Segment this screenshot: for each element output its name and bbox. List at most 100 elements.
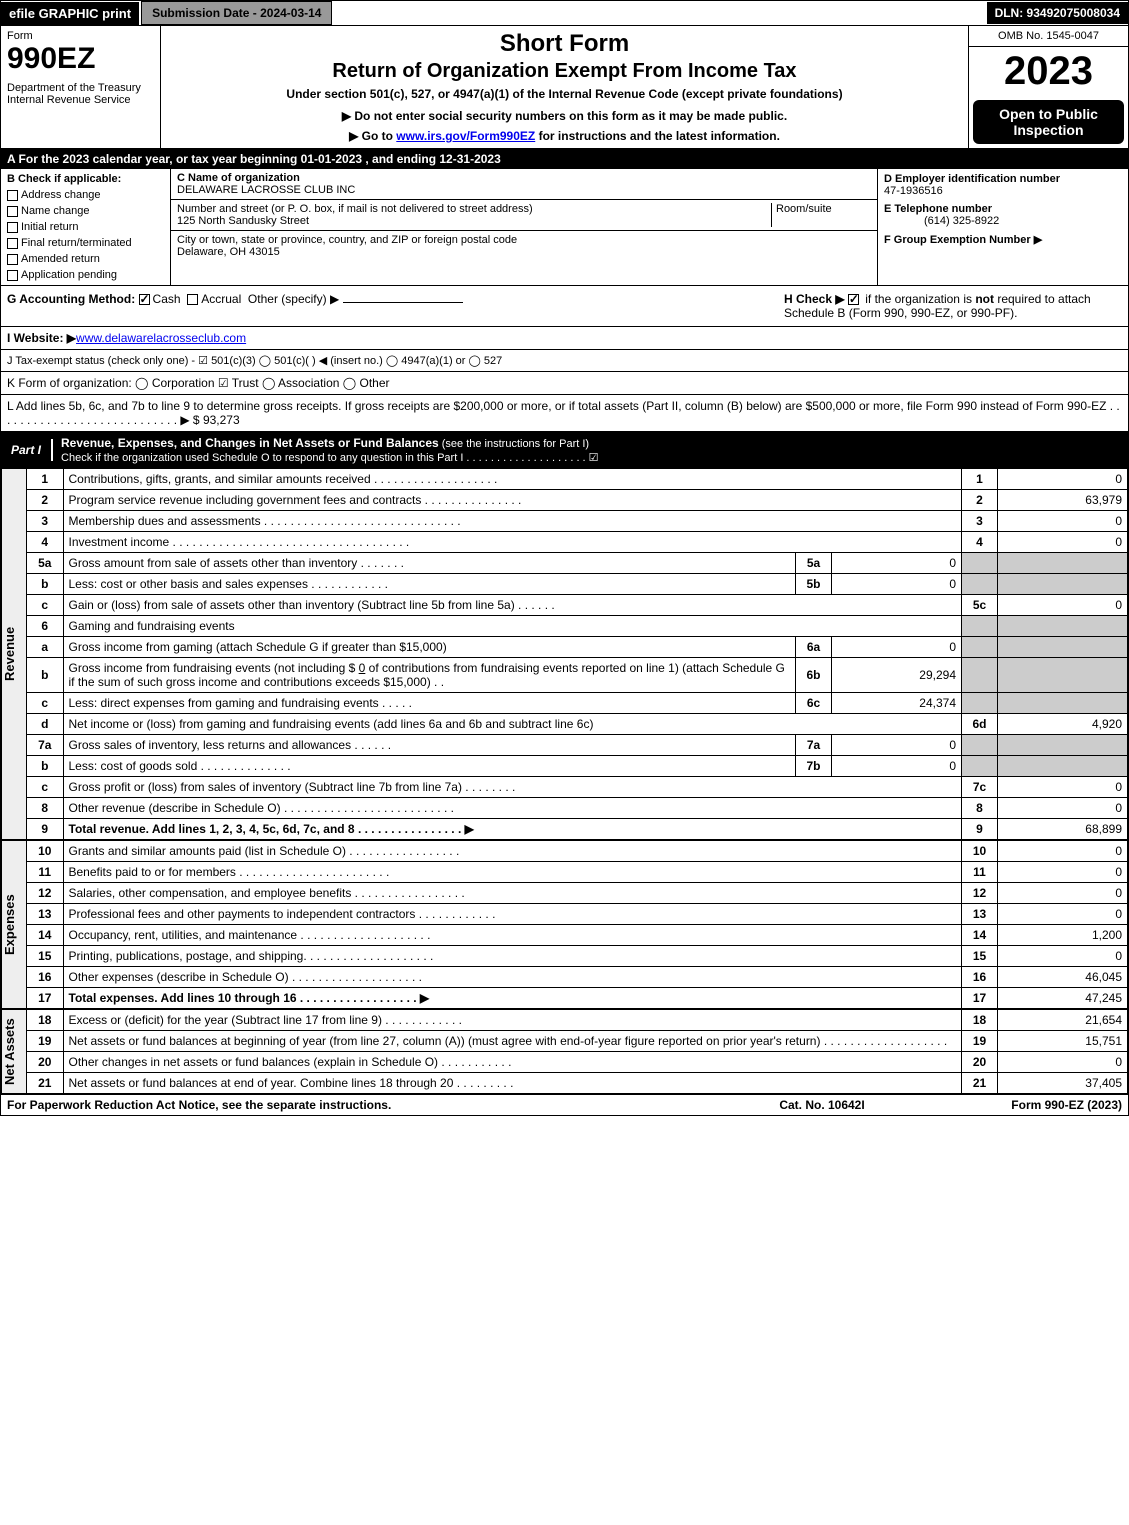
line-10: 10Grants and similar amounts paid (list …	[27, 841, 1128, 862]
dln-label: DLN: 93492075008034	[987, 2, 1128, 24]
line-7b: bLess: cost of goods sold . . . . . . . …	[27, 756, 1128, 777]
footer-left: For Paperwork Reduction Act Notice, see …	[7, 1098, 722, 1112]
netassets-section: Net Assets 18Excess or (deficit) for the…	[1, 1009, 1128, 1094]
expenses-content: 10Grants and similar amounts paid (list …	[27, 840, 1128, 1009]
line-1: 1Contributions, gifts, grants, and simil…	[27, 469, 1128, 490]
note2-pre: ▶ Go to	[349, 129, 396, 143]
line-6b: bGross income from fundraising events (n…	[27, 658, 1128, 693]
group-label: F Group Exemption Number ▶	[884, 234, 1042, 246]
line-12: 12Salaries, other compensation, and empl…	[27, 883, 1128, 904]
revenue-content: 1Contributions, gifts, grants, and simil…	[27, 468, 1128, 840]
other: Other (specify) ▶	[248, 292, 339, 306]
line-14: 14Occupancy, rent, utilities, and mainte…	[27, 925, 1128, 946]
other-blank	[343, 302, 463, 303]
opt-name-change: Name change	[7, 205, 164, 217]
revenue-side-label: Revenue	[1, 468, 27, 840]
title-return: Return of Organization Exempt From Incom…	[171, 60, 958, 83]
checkbox-icon[interactable]	[7, 190, 18, 201]
website-link[interactable]: www.delawarelacrosseclub.com	[76, 331, 246, 345]
note2-post: for instructions and the latest informat…	[535, 129, 780, 143]
tax-year: 2023	[969, 47, 1128, 96]
group-row: F Group Exemption Number ▶	[884, 233, 1122, 246]
department: Department of the Treasury Internal Reve…	[7, 82, 154, 106]
opt-application-pending: Application pending	[7, 269, 164, 281]
l-amount: 93,273	[203, 413, 240, 427]
col-d: D Employer identification number47-19365…	[878, 169, 1128, 285]
header-right: OMB No. 1545-0047 2023 Open to Public In…	[968, 26, 1128, 148]
col-b: B Check if applicable: Address change Na…	[1, 169, 171, 285]
line-4: 4Investment income . . . . . . . . . . .…	[27, 532, 1128, 553]
l-text: L Add lines 5b, 6c, and 7b to line 9 to …	[7, 399, 1120, 427]
org-name-row: C Name of organization DELAWARE LACROSSE…	[171, 169, 877, 200]
checkbox-icon[interactable]	[7, 222, 18, 233]
opt-amended: Amended return	[7, 253, 164, 265]
checkbox-icon[interactable]	[7, 254, 18, 265]
revenue-table: 1Contributions, gifts, grants, and simil…	[27, 468, 1128, 840]
h-check: H Check ▶ if the organization is not req…	[778, 286, 1128, 326]
info-grid: B Check if applicable: Address change Na…	[1, 169, 1128, 286]
tel-label: E Telephone number	[884, 203, 992, 215]
line-21: 21Net assets or fund balances at end of …	[27, 1073, 1128, 1094]
line-16: 16Other expenses (describe in Schedule O…	[27, 967, 1128, 988]
efile-label: efile GRAPHIC print	[1, 2, 139, 25]
part1-sub: (see the instructions for Part I)	[439, 438, 589, 450]
form-container: efile GRAPHIC print Submission Date - 20…	[0, 0, 1129, 1116]
header-center: Short Form Return of Organization Exempt…	[161, 26, 968, 148]
irs-link[interactable]: www.irs.gov/Form990EZ	[396, 129, 535, 143]
cash: Cash	[153, 292, 181, 306]
ein-label: D Employer identification number	[884, 173, 1060, 185]
line-13: 13Professional fees and other payments t…	[27, 904, 1128, 925]
line-11: 11Benefits paid to or for members . . . …	[27, 862, 1128, 883]
city: Delaware, OH 43015	[177, 246, 280, 258]
line-5c: cGain or (loss) from sale of assets othe…	[27, 595, 1128, 616]
expenses-side-label: Expenses	[1, 840, 27, 1009]
i-website: I Website: ▶www.delawarelacrosseclub.com	[1, 327, 1128, 350]
section-a: A For the 2023 calendar year, or tax yea…	[1, 149, 1128, 169]
checkbox-icon[interactable]	[7, 270, 18, 281]
form-word: Form	[7, 30, 154, 42]
line-5a: 5aGross amount from sale of assets other…	[27, 553, 1128, 574]
netassets-table: 18Excess or (deficit) for the year (Subt…	[27, 1009, 1128, 1094]
footer: For Paperwork Reduction Act Notice, see …	[1, 1094, 1128, 1115]
h-text2: if the organization is	[862, 292, 975, 306]
h-text1: H Check ▶	[784, 292, 848, 306]
checkbox-icon[interactable]	[7, 238, 18, 249]
checkbox-accrual-icon[interactable]	[187, 294, 198, 305]
ein-row: D Employer identification number47-19365…	[884, 173, 1122, 197]
part1-check: Check if the organization used Schedule …	[61, 452, 599, 464]
i-label: I Website: ▶	[7, 331, 76, 345]
subtitle: Under section 501(c), 527, or 4947(a)(1)…	[171, 87, 958, 101]
submission-date: Submission Date - 2024-03-14	[141, 1, 332, 25]
part1-title-text: Revenue, Expenses, and Changes in Net As…	[61, 436, 439, 450]
note-link: ▶ Go to www.irs.gov/Form990EZ for instru…	[171, 129, 958, 143]
room-label: Room/suite	[776, 203, 832, 215]
h-not: not	[975, 292, 994, 306]
line-18: 18Excess or (deficit) for the year (Subt…	[27, 1010, 1128, 1031]
line-2: 2Program service revenue including gover…	[27, 490, 1128, 511]
g-accounting: G Accounting Method: Cash Accrual Other …	[1, 286, 778, 326]
g-label: G Accounting Method:	[7, 292, 135, 306]
checkbox-h-icon[interactable]	[848, 294, 859, 305]
j-tax-exempt: J Tax-exempt status (check only one) - ☑…	[1, 350, 1128, 372]
footer-mid: Cat. No. 10642I	[722, 1098, 922, 1112]
street-row: Number and street (or P. O. box, if mail…	[171, 200, 877, 231]
city-label: City or town, state or province, country…	[177, 234, 517, 246]
tel: (614) 325-8922	[884, 215, 999, 227]
k-form-org: K Form of organization: ◯ Corporation ☑ …	[1, 372, 1128, 395]
top-bar: efile GRAPHIC print Submission Date - 20…	[1, 1, 1128, 26]
gh-row: G Accounting Method: Cash Accrual Other …	[1, 286, 1128, 327]
header-row: Form 990EZ Department of the Treasury In…	[1, 26, 1128, 149]
line-19: 19Net assets or fund balances at beginni…	[27, 1031, 1128, 1052]
part1-header: Part I Revenue, Expenses, and Changes in…	[1, 432, 1128, 468]
omb-number: OMB No. 1545-0047	[969, 26, 1128, 47]
part1-title: Revenue, Expenses, and Changes in Net As…	[53, 432, 1128, 468]
expenses-table: 10Grants and similar amounts paid (list …	[27, 840, 1128, 1009]
line-8: 8Other revenue (describe in Schedule O) …	[27, 798, 1128, 819]
line-6a: aGross income from gaming (attach Schedu…	[27, 637, 1128, 658]
checkbox-cash-icon[interactable]	[139, 294, 150, 305]
opt-final-return: Final return/terminated	[7, 237, 164, 249]
open-to-public: Open to Public Inspection	[973, 100, 1124, 144]
city-row: City or town, state or province, country…	[171, 231, 877, 261]
checkbox-icon[interactable]	[7, 206, 18, 217]
line-15: 15Printing, publications, postage, and s…	[27, 946, 1128, 967]
